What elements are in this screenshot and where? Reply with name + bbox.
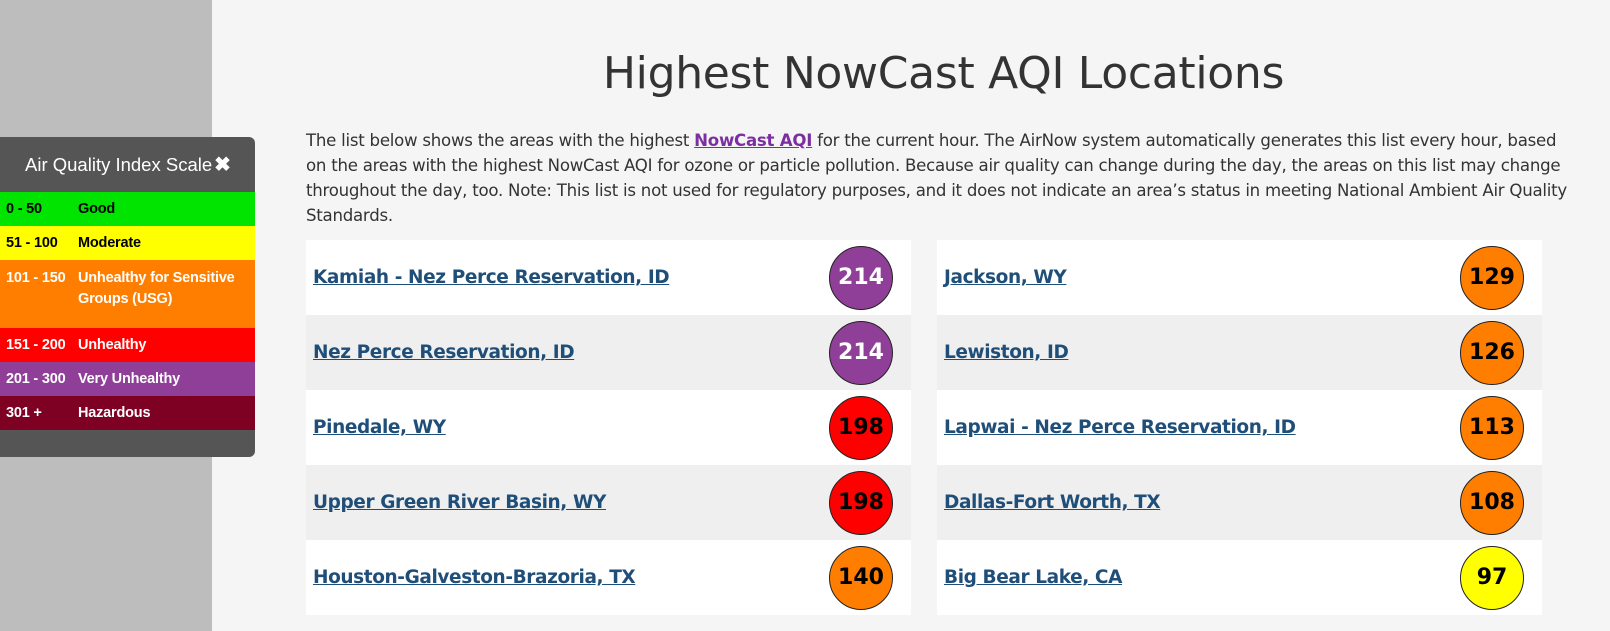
aqi-scale-header: Air Quality Index Scale ✖ xyxy=(0,137,255,192)
location-link[interactable]: Houston-Galveston-Brazoria, TX xyxy=(313,567,636,588)
aqi-scale-title: Air Quality Index Scale xyxy=(25,153,213,175)
location-link[interactable]: Jackson, WY xyxy=(944,267,1067,288)
aqi-scale-row-good: 0 - 50 Good xyxy=(0,192,255,226)
location-link[interactable]: Lewiston, ID xyxy=(944,342,1069,363)
aqi-scale-row-usg: 101 - 150 Unhealthy for Sensitive Groups… xyxy=(0,260,255,328)
aqi-value-badge: 214 xyxy=(829,320,893,385)
aqi-scale-range: 301 + xyxy=(6,405,42,421)
aqi-scale-category: Very Unhealthy xyxy=(78,370,180,387)
aqi-value-badge: 198 xyxy=(829,395,893,460)
location-link[interactable]: Big Bear Lake, CA xyxy=(944,567,1123,588)
location-link[interactable]: Pinedale, WY xyxy=(313,417,446,438)
aqi-scale-category: Hazardous xyxy=(78,404,151,421)
aqi-value-badge: 140 xyxy=(829,545,893,610)
intro-text-after: for the current hour. The AirNow system … xyxy=(306,131,1567,225)
location-row: Big Bear Lake, CA 97 xyxy=(937,540,1542,615)
location-link[interactable]: Lapwai - Nez Perce Reservation, ID xyxy=(944,417,1296,438)
aqi-value-badge: 113 xyxy=(1460,395,1524,460)
location-row: Dallas-Fort Worth, TX 108 xyxy=(937,465,1542,540)
location-row: Lapwai - Nez Perce Reservation, ID 113 xyxy=(937,390,1542,465)
aqi-scale-category: Unhealthy for Sensitive Groups (USG) xyxy=(78,270,235,307)
intro-text-before: The list below shows the areas with the … xyxy=(306,131,695,150)
locations-list-left: Kamiah - Nez Perce Reservation, ID 214 N… xyxy=(306,240,911,615)
aqi-scale-category: Unhealthy xyxy=(78,336,147,353)
location-link[interactable]: Dallas-Fort Worth, TX xyxy=(944,492,1161,513)
aqi-value-badge: 97 xyxy=(1460,545,1524,610)
aqi-scale-range: 201 - 300 xyxy=(6,371,66,387)
nowcast-aqi-link[interactable]: NowCast AQI xyxy=(694,131,813,150)
location-row: Lewiston, ID 126 xyxy=(937,315,1542,390)
aqi-scale-row-unhealthy: 151 - 200 Unhealthy xyxy=(0,328,255,362)
aqi-scale-row-very-unhealthy: 201 - 300 Very Unhealthy xyxy=(0,362,255,396)
page-title: Highest NowCast AQI Locations xyxy=(602,48,1285,99)
aqi-scale-category: Good xyxy=(78,200,116,217)
aqi-value-badge: 214 xyxy=(829,245,893,310)
aqi-scale-category: Moderate xyxy=(78,234,141,251)
aqi-value-badge: 126 xyxy=(1460,320,1524,385)
aqi-value-badge: 198 xyxy=(829,470,893,535)
location-link[interactable]: Nez Perce Reservation, ID xyxy=(313,342,575,363)
location-row: Upper Green River Basin, WY 198 xyxy=(306,465,911,540)
aqi-scale-panel: Air Quality Index Scale ✖ 0 - 50 Good 51… xyxy=(0,137,255,457)
aqi-value-badge: 129 xyxy=(1460,245,1524,310)
location-row: Kamiah - Nez Perce Reservation, ID 214 xyxy=(306,240,911,315)
locations-list-right: Jackson, WY 129 Lewiston, ID 126 Lapwai … xyxy=(937,240,1542,615)
location-row: Jackson, WY 129 xyxy=(937,240,1542,315)
location-link[interactable]: Upper Green River Basin, WY xyxy=(313,492,606,513)
aqi-scale-range: 51 - 100 xyxy=(6,235,58,251)
aqi-scale-row-moderate: 51 - 100 Moderate xyxy=(0,226,255,260)
aqi-scale-range: 101 - 150 xyxy=(6,270,66,286)
aqi-scale-range: 0 - 50 xyxy=(6,201,42,217)
intro-paragraph: The list below shows the areas with the … xyxy=(306,128,1581,228)
location-row: Houston-Galveston-Brazoria, TX 140 xyxy=(306,540,911,615)
aqi-scale-row-hazardous: 301 + Hazardous xyxy=(0,396,255,430)
close-icon[interactable]: ✖ xyxy=(214,153,231,176)
location-row: Nez Perce Reservation, ID 214 xyxy=(306,315,911,390)
aqi-scale-range: 151 - 200 xyxy=(6,337,66,353)
aqi-value-badge: 108 xyxy=(1460,470,1524,535)
location-link[interactable]: Kamiah - Nez Perce Reservation, ID xyxy=(313,267,670,288)
location-row: Pinedale, WY 198 xyxy=(306,390,911,465)
